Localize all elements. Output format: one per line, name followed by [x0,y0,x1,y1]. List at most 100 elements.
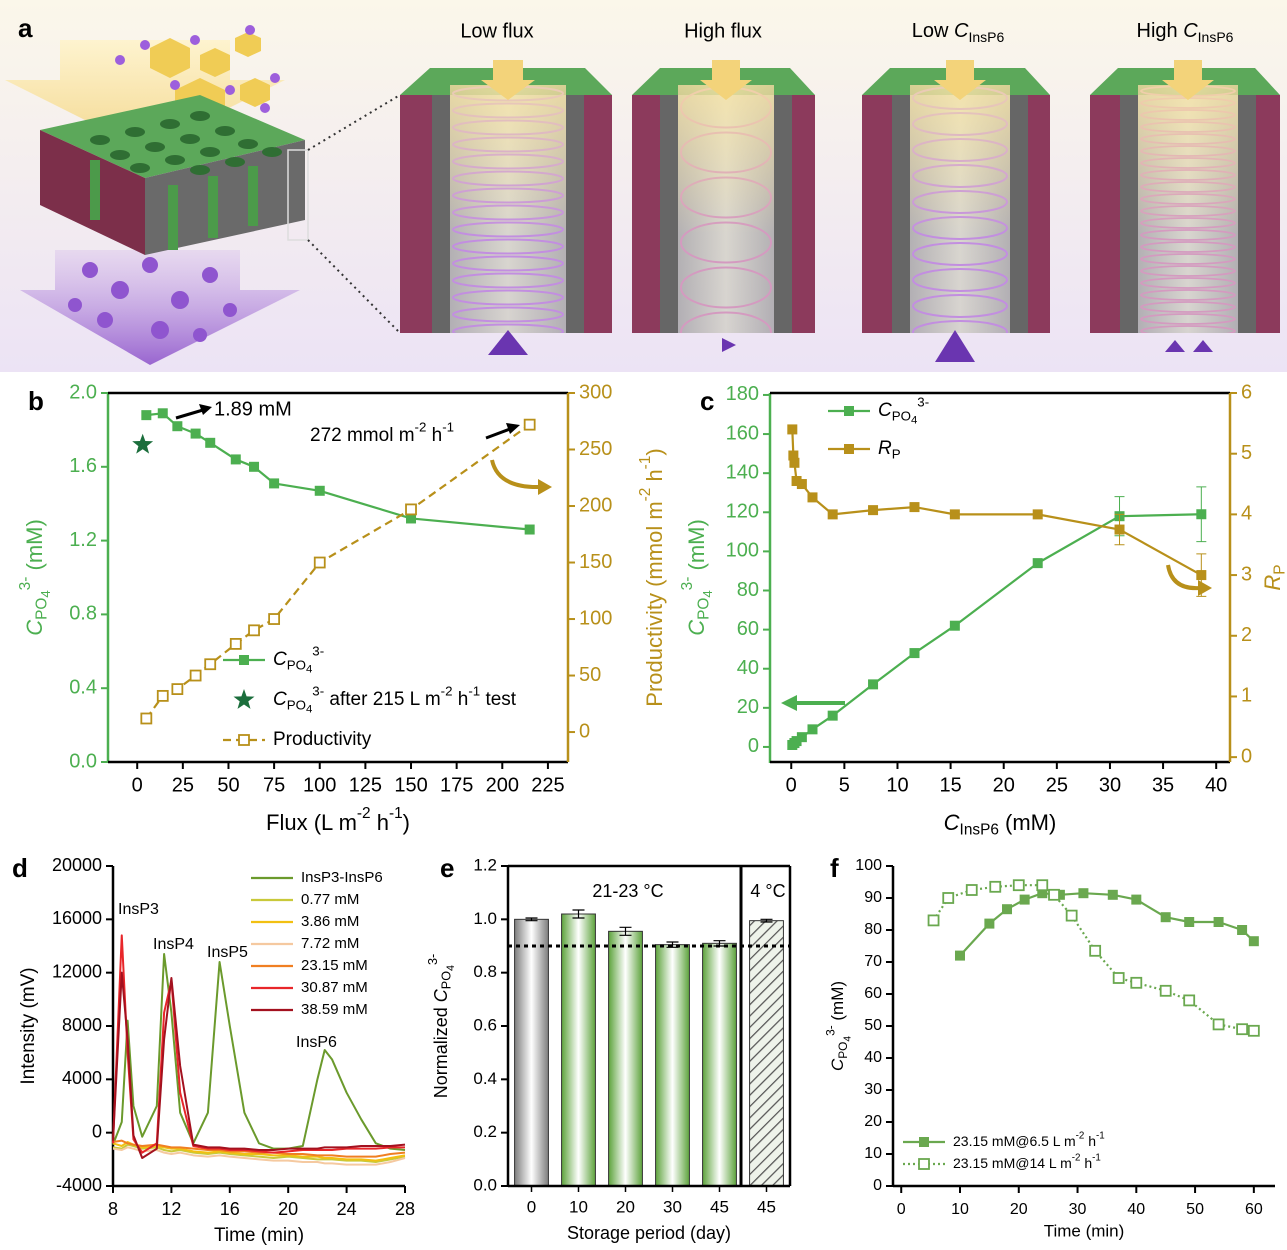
x-tick-label: 200 [486,774,519,796]
marker [1033,558,1043,568]
marker [1014,880,1024,890]
arrow [176,410,203,418]
x-tick-label: 50 [217,774,239,796]
marker [1049,890,1059,900]
legend-label: 23.15 mM@14 L m-2 h-1 [953,1152,1101,1170]
text-run: 4 [842,1036,853,1042]
bar [562,914,596,1186]
x-tick-label: 0 [132,774,143,796]
chart-panel: d-40000400080001200016000200008121620242… [12,853,415,1246]
text-run: -2 [415,419,427,434]
marker [807,492,817,502]
legend-label: 3.86 mM [301,913,359,930]
x-tick-label: 15 [939,774,961,796]
text-run: C [273,689,287,710]
marker [1249,1026,1259,1036]
y2-axis-label: Productivity (mmol m-2 h-1) [637,448,667,706]
y-tick-label: 90 [864,889,882,906]
text-run: 4 [306,664,312,676]
marker [787,424,797,434]
x-tick-label: 20 [993,774,1015,796]
marker [249,625,259,635]
y-tick-label: 180 [726,383,759,405]
marker [990,882,1000,892]
y-tick-label: 0.6 [473,1015,497,1034]
y2-axis-label: RP [1260,564,1287,590]
x-tick-label: 28 [395,1199,415,1219]
text-run: ) [403,810,410,835]
y-tick-label: 0.0 [473,1175,497,1194]
y-tick-label: 80 [737,579,759,601]
legend-label: RP [878,438,901,461]
legend-marker [234,689,255,709]
x-tick-label: 150 [394,774,427,796]
y-tick-label: 60 [864,985,882,1002]
text-run: (mM) [999,810,1056,835]
marker [158,408,168,418]
y-tick-label: 20 [864,1113,882,1130]
y-axis-label: Normalized CPO43- [426,954,457,1098]
marker [141,713,151,723]
legend-label: 30.87 mM [301,979,368,996]
y-tick-label: 2.0 [69,381,97,403]
page: { "panel_a": { "label": "a", "titles": [… [0,0,1287,1250]
y-tick-label: 1.6 [69,455,97,477]
y-tick-label: 120 [726,501,759,523]
marker [909,648,919,658]
pore-low-flux [400,60,612,355]
x-tick-label: 175 [440,774,473,796]
y-tick-label: 40 [737,657,759,679]
legend-label: CPO43- after 215 L m-2 h-1 test [273,683,517,716]
annotation: InsP4 [153,936,194,953]
arrow [486,429,510,438]
marker [868,505,878,515]
x-axis-label: Time (min) [214,1225,304,1246]
y-tick-label: 16000 [52,908,102,928]
marker [789,458,799,468]
text-run: C [431,988,451,1002]
x-tick-label: 24 [337,1199,357,1219]
bar [656,945,690,1186]
text-run: 4 [700,590,715,597]
x-tick-label: 12 [161,1199,181,1219]
series-line [934,885,1254,1031]
arrow [492,460,540,487]
y-tick-label: 140 [726,461,759,483]
y-tick-label: 0.2 [473,1122,497,1141]
text-run: h [1084,1133,1096,1149]
panel-title: High flux [684,20,762,42]
x-tick-label: 75 [263,774,285,796]
text-run: -1 [442,419,454,434]
y-tick-label: 70 [864,953,882,970]
marker [525,525,535,535]
chart-panel: f01020304050607080901000102030405060Time… [823,853,1275,1241]
figure: aLow fluxHigh fluxLow CInsP6High CInsP6b… [0,0,1287,1250]
text-run: test [480,689,517,710]
marker [955,951,965,961]
text-run: High [1137,20,1184,42]
y2-tick-label: 3 [1241,563,1252,585]
marker [1237,1024,1247,1034]
text-run: 3- [17,577,34,591]
text-run: PO [696,598,713,620]
legend-label: CPO43- [878,394,929,427]
y-tick-label: 0 [92,1121,102,1141]
marker [868,679,878,689]
text-run: 3- [679,577,696,591]
annotation: InsP6 [296,1034,337,1051]
marker [191,429,201,439]
marker [1214,1019,1224,1029]
chart-panel: b0.00.40.81.21.62.0050100150200250300025… [17,381,667,835]
panel-label: b [28,386,44,416]
marker [158,691,168,701]
marker [1131,895,1141,905]
y2-tick-label: 0 [579,720,590,742]
text-run: 23.15 mM@14 L m [953,1155,1072,1171]
panel-a-illustration [0,0,1287,372]
marker [1067,911,1077,921]
text-run: 272 mmol m [310,425,415,446]
panel-label: d [12,853,28,883]
x-tick-label: 10 [886,774,908,796]
text-run: C [1183,20,1198,42]
annotation: 21-23 °C [592,881,663,901]
